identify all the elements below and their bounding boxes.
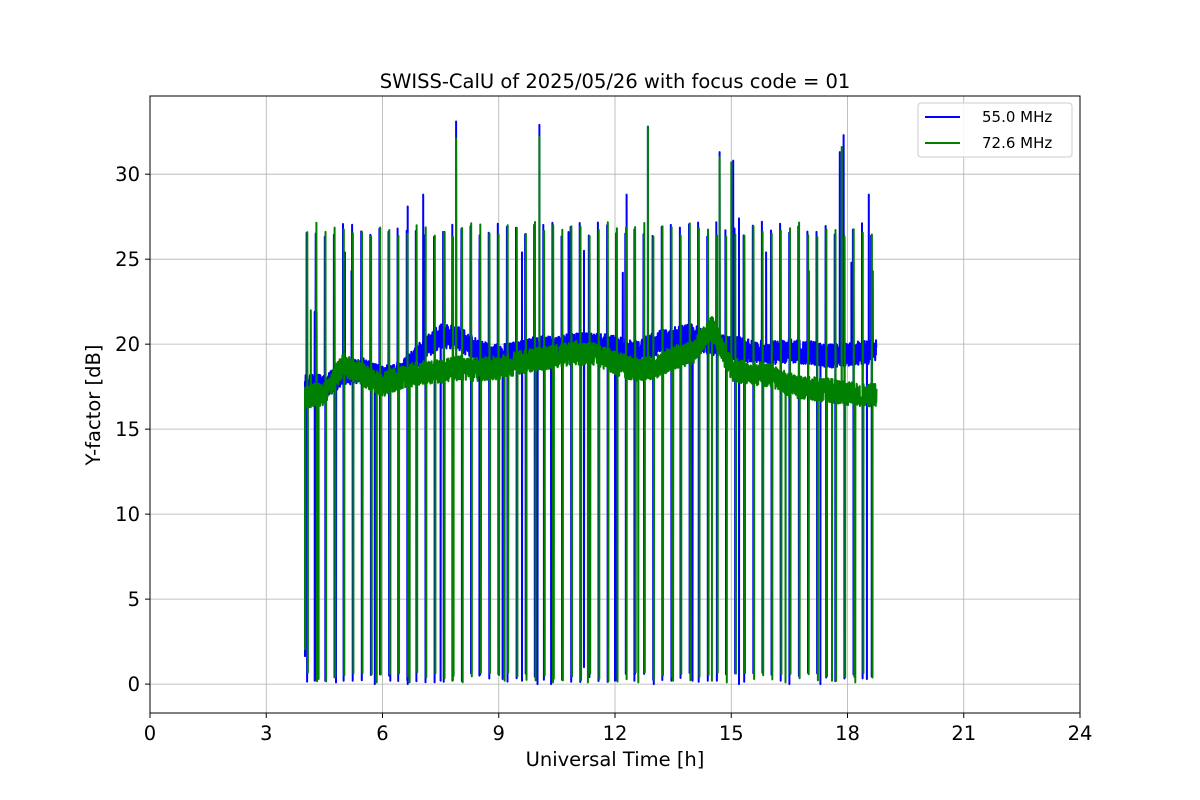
x-tick-label: 24 — [1068, 722, 1093, 745]
plot-area — [304, 120, 878, 686]
x-axis-label: Universal Time [h] — [526, 748, 705, 771]
x-tick-label: 12 — [603, 722, 628, 745]
series-layer — [304, 120, 878, 686]
legend: 55.0 MHz 72.6 MHz — [917, 102, 1073, 158]
x-tick-label: 3 — [260, 722, 272, 745]
y-tick-label: 0 — [128, 673, 140, 696]
legend-label-series-1: 55.0 MHz — [982, 108, 1052, 126]
x-tick-label: 18 — [835, 722, 860, 745]
series-line-2 — [304, 125, 878, 684]
y-tick-label: 30 — [115, 163, 140, 186]
x-tick-label: 0 — [144, 722, 156, 745]
y-tick-label: 5 — [128, 588, 140, 611]
y-axis-ticks: 0 5 10 15 20 25 30 — [115, 163, 150, 696]
y-axis-label: Y-factor [dB] — [82, 345, 105, 467]
x-tick-label: 6 — [376, 722, 388, 745]
x-tick-label: 15 — [719, 722, 744, 745]
x-tick-label: 9 — [493, 722, 505, 745]
y-tick-label: 10 — [115, 503, 140, 526]
x-tick-label: 21 — [951, 722, 976, 745]
chart-title: SWISS-CalU of 2025/05/26 with focus code… — [380, 70, 851, 93]
y-tick-label: 15 — [115, 418, 140, 441]
x-axis-ticks: 0 3 6 9 12 15 18 21 24 — [144, 713, 1093, 745]
y-tick-label: 20 — [115, 333, 140, 356]
y-tick-label: 25 — [115, 248, 140, 271]
legend-label-series-2: 72.6 MHz — [982, 134, 1052, 152]
